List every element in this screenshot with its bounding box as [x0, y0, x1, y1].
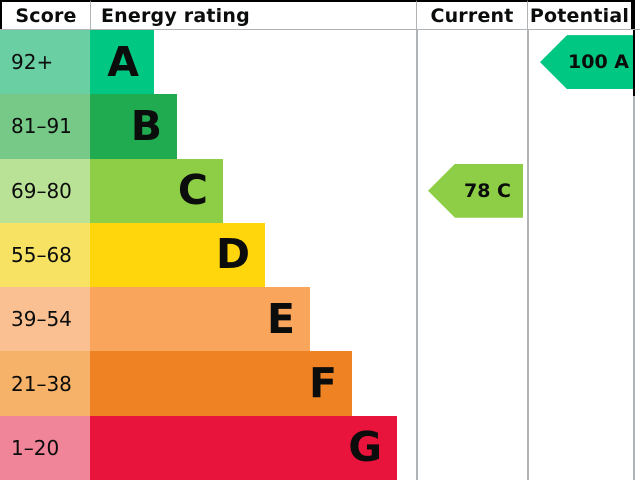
current-column-divider [416, 30, 418, 480]
band-bar-A: A [90, 30, 154, 95]
band-row-F: 21–38 F [0, 351, 416, 416]
band-row-D: 55–68 D [0, 222, 416, 288]
band-row-E: 39–54 E [0, 287, 416, 352]
potential-rating-arrow: 100 A [540, 35, 633, 90]
band-bar-D: D [90, 222, 265, 288]
band-bar-E: E [90, 287, 310, 352]
chart-header: Score Energy rating Current Potential [0, 0, 640, 30]
score-range-C: 69–80 [0, 158, 90, 223]
band-bar-G: G [90, 415, 397, 480]
band-row-C: 69–80 C [0, 158, 416, 223]
band-row-G: 1–20 G [0, 415, 416, 480]
band-bar-F: F [90, 351, 352, 416]
band-bar-C: C [90, 158, 223, 223]
score-range-D: 55–68 [0, 222, 90, 288]
band-rows: 92+ A 81–91 B 69–80 C 55–68 D 39–54 E 21–38 F 1–20 G [0, 30, 416, 480]
energy-rating-header: Energy rating [90, 0, 416, 30]
current-rating-arrow: 78 C [428, 163, 523, 218]
current-header: Current [416, 0, 527, 30]
score-range-F: 21–38 [0, 351, 90, 416]
score-range-G: 1–20 [0, 415, 90, 480]
band-row-B: 81–91 B [0, 94, 416, 159]
score-header: Score [0, 0, 90, 30]
band-bar-B: B [90, 94, 177, 159]
header-underline [0, 29, 640, 30]
potential-column-divider [527, 30, 529, 480]
chart-right-border [633, 0, 635, 480]
band-row-A: 92+ A [0, 30, 416, 95]
score-range-A: 92+ [0, 30, 90, 95]
potential-header: Potential [527, 0, 633, 30]
score-range-E: 39–54 [0, 287, 90, 352]
score-range-B: 81–91 [0, 94, 90, 159]
